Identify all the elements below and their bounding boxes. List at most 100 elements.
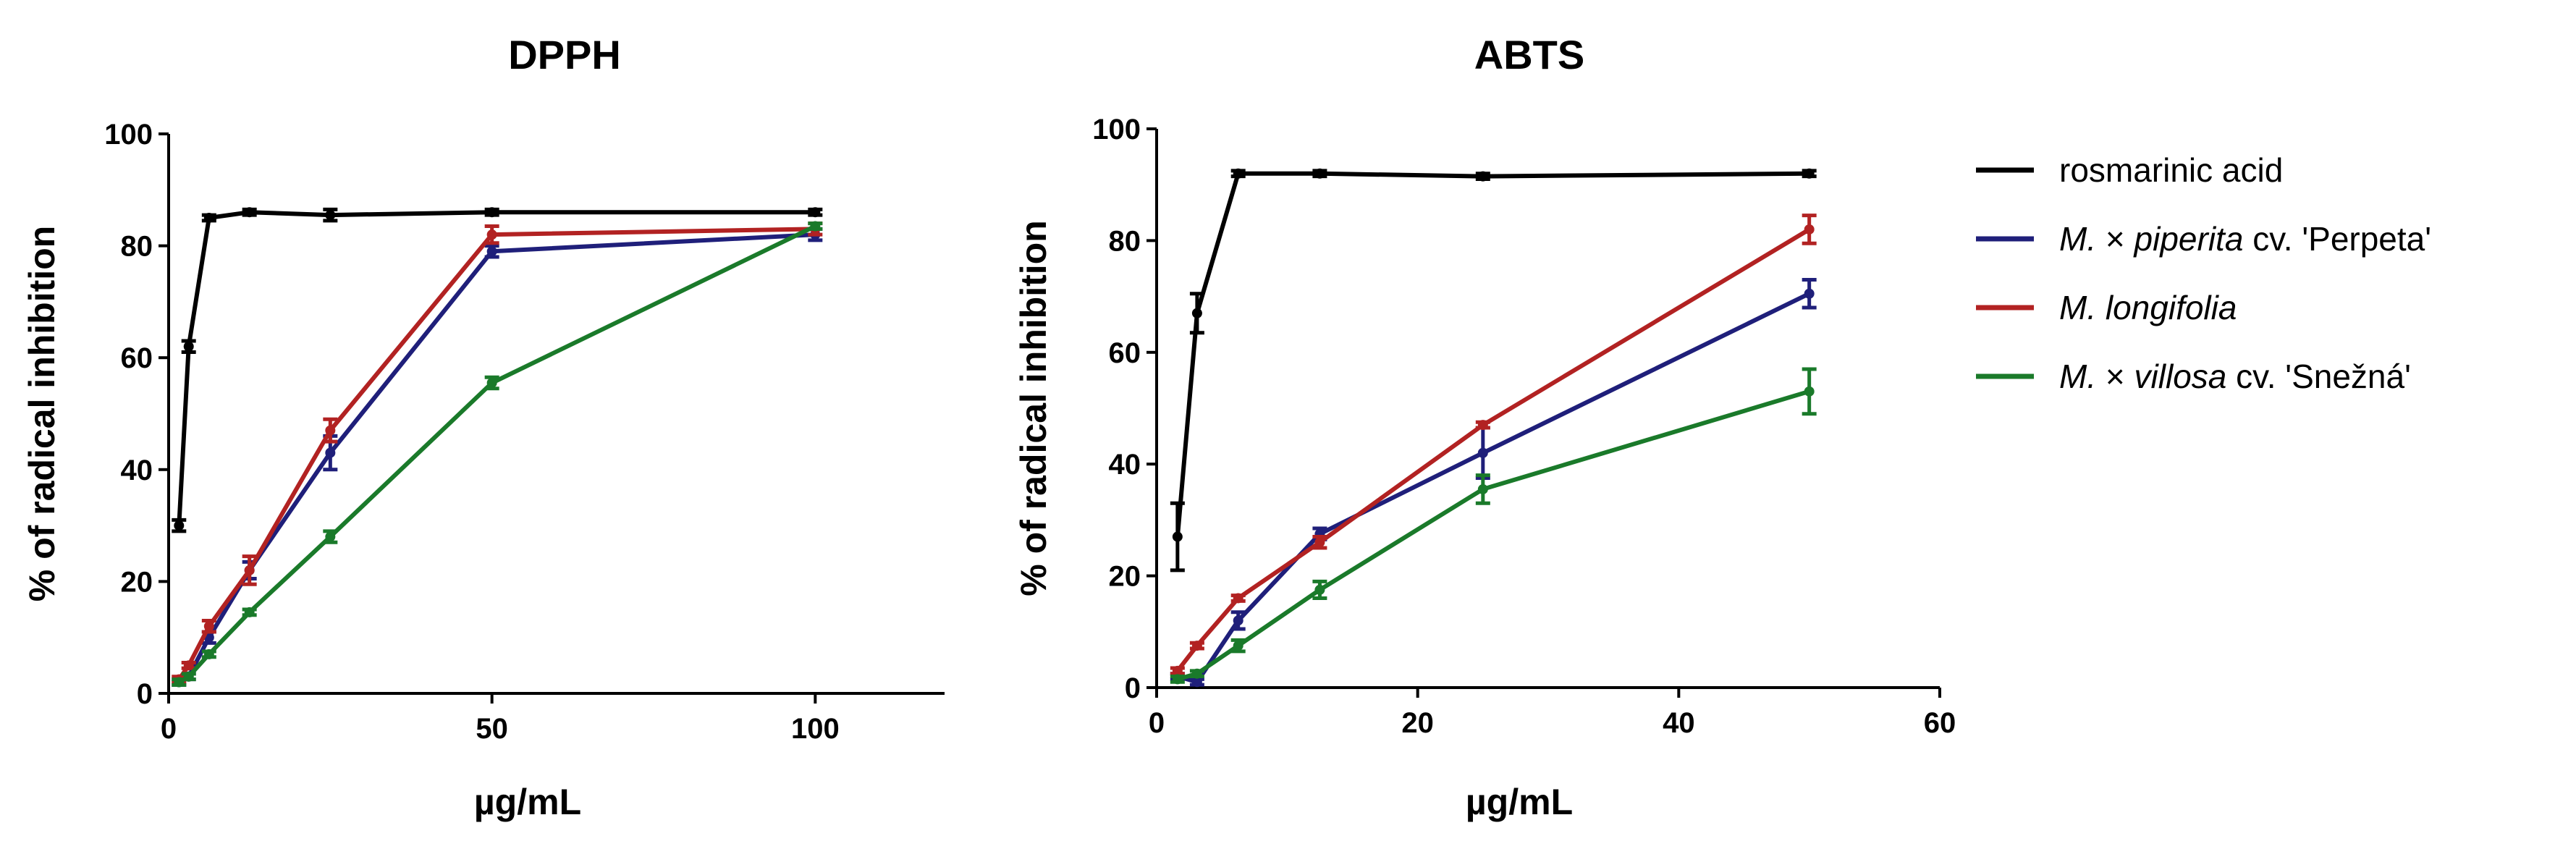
data-point (1233, 615, 1243, 626)
data-point (1314, 168, 1325, 179)
data-point (1191, 308, 1202, 318)
y-tick-label: 0 (1125, 672, 1141, 704)
data-point (1191, 641, 1202, 651)
series-1 (172, 227, 823, 688)
x-tick-label: 0 (161, 713, 177, 745)
legend: rosmarinic acid M. × piperita cv. 'Perpet… (1976, 151, 2431, 395)
data-point (203, 649, 214, 659)
y-tick-label: 20 (1109, 561, 1141, 593)
legend-text-part: × (2096, 220, 2134, 258)
data-point (183, 341, 194, 352)
data-point (1804, 168, 1815, 179)
data-point (1804, 288, 1815, 299)
data-point (486, 207, 497, 218)
y-tick-label: 40 (1109, 449, 1141, 481)
y-tick-label: 80 (1109, 225, 1141, 257)
x-axis-label: µg/mL (1466, 782, 1573, 822)
legend-item-label: M. longifolia (2059, 289, 2237, 326)
series-0 (172, 207, 823, 533)
legend-text-part: × (2096, 358, 2134, 395)
data-point (1233, 168, 1243, 179)
legend-item-label: M. × piperita cv. 'Perpeta' (2059, 220, 2431, 258)
data-point (1477, 171, 1488, 182)
y-axis-label: % of radical inhibition (22, 226, 62, 601)
data-point (1804, 224, 1815, 235)
y-tick-label: 80 (121, 231, 153, 263)
y-tick-label: 60 (121, 342, 153, 374)
series-0 (1170, 168, 1817, 573)
y-tick-label: 0 (137, 678, 153, 710)
legend-text-part: M. (2059, 220, 2096, 258)
data-point (486, 377, 497, 388)
legend-item-label: M. × villosa cv. 'Snežná' (2059, 358, 2411, 395)
data-point (810, 207, 821, 218)
chart-1: ABTS 0 20 40 60 80 100 0 20 40 60 µg/mL % of radical… (1013, 32, 1956, 822)
data-point (325, 425, 336, 436)
series-2 (1170, 214, 1817, 676)
data-point (203, 621, 214, 632)
data-point (1191, 677, 1202, 688)
y-tick-label: 100 (104, 119, 153, 151)
data-point (325, 210, 336, 221)
data-point (1804, 386, 1815, 397)
x-tick-label: 20 (1401, 707, 1434, 739)
data-point (810, 221, 821, 232)
y-tick-label: 60 (1109, 337, 1141, 369)
x-tick-label: 60 (1924, 707, 1956, 739)
data-point (1172, 674, 1183, 685)
data-point (1172, 665, 1183, 676)
data-point (1233, 641, 1243, 651)
series-line (177, 227, 816, 681)
chart-title: ABTS (1474, 32, 1584, 77)
series-line (177, 210, 816, 526)
data-point (325, 531, 336, 542)
data-point (1191, 668, 1202, 679)
x-tick-label: 100 (791, 713, 840, 745)
x-axis-label: µg/mL (474, 782, 581, 822)
data-point (244, 207, 255, 218)
legend-text-part: villosa (2134, 358, 2227, 395)
legend-text-part: piperita (2133, 220, 2244, 258)
data-point (486, 246, 497, 257)
data-point (1314, 537, 1325, 548)
y-tick-label: 40 (121, 455, 153, 486)
x-tick-label: 40 (1663, 707, 1695, 739)
data-point (183, 660, 194, 671)
data-point (1314, 584, 1325, 595)
series-3 (172, 221, 823, 688)
data-point (244, 607, 255, 617)
data-point (1172, 531, 1183, 542)
series-line (177, 224, 816, 685)
x-tick-label: 0 (1149, 707, 1165, 739)
series-3 (1170, 367, 1817, 685)
y-tick-label: 100 (1092, 114, 1141, 145)
chart-title: DPPH (508, 32, 621, 77)
legend-text-part: cv. 'Perpeta' (2243, 220, 2431, 258)
data-point (486, 229, 497, 240)
legend-text-part: M. (2059, 358, 2096, 395)
series-line (1177, 389, 1810, 682)
data-point (1233, 593, 1243, 604)
legend-text-part: cv. 'Snežná' (2226, 358, 2411, 395)
data-point (1477, 447, 1488, 458)
data-point (174, 520, 185, 531)
y-axis-label: % of radical inhibition (1013, 220, 1054, 596)
legend-text-part: M. longifolia (2059, 289, 2237, 326)
y-tick-label: 20 (121, 566, 153, 598)
data-point (1477, 483, 1488, 494)
data-point (244, 565, 255, 575)
legend-text-part: rosmarinic acid (2059, 151, 2283, 189)
series-2 (172, 221, 823, 685)
data-point (325, 447, 336, 458)
legend-item-label: rosmarinic acid (2059, 151, 2283, 189)
series-line (177, 232, 816, 685)
series-line (1175, 171, 1809, 537)
x-tick-label: 50 (476, 713, 508, 745)
series-1 (1170, 277, 1817, 688)
chart-0: DPPH 0 20 40 60 80 100 0 50 100 µg/mL % of radical … (22, 32, 945, 822)
data-point (1477, 420, 1488, 431)
data-point (183, 671, 194, 682)
data-point (203, 212, 214, 223)
